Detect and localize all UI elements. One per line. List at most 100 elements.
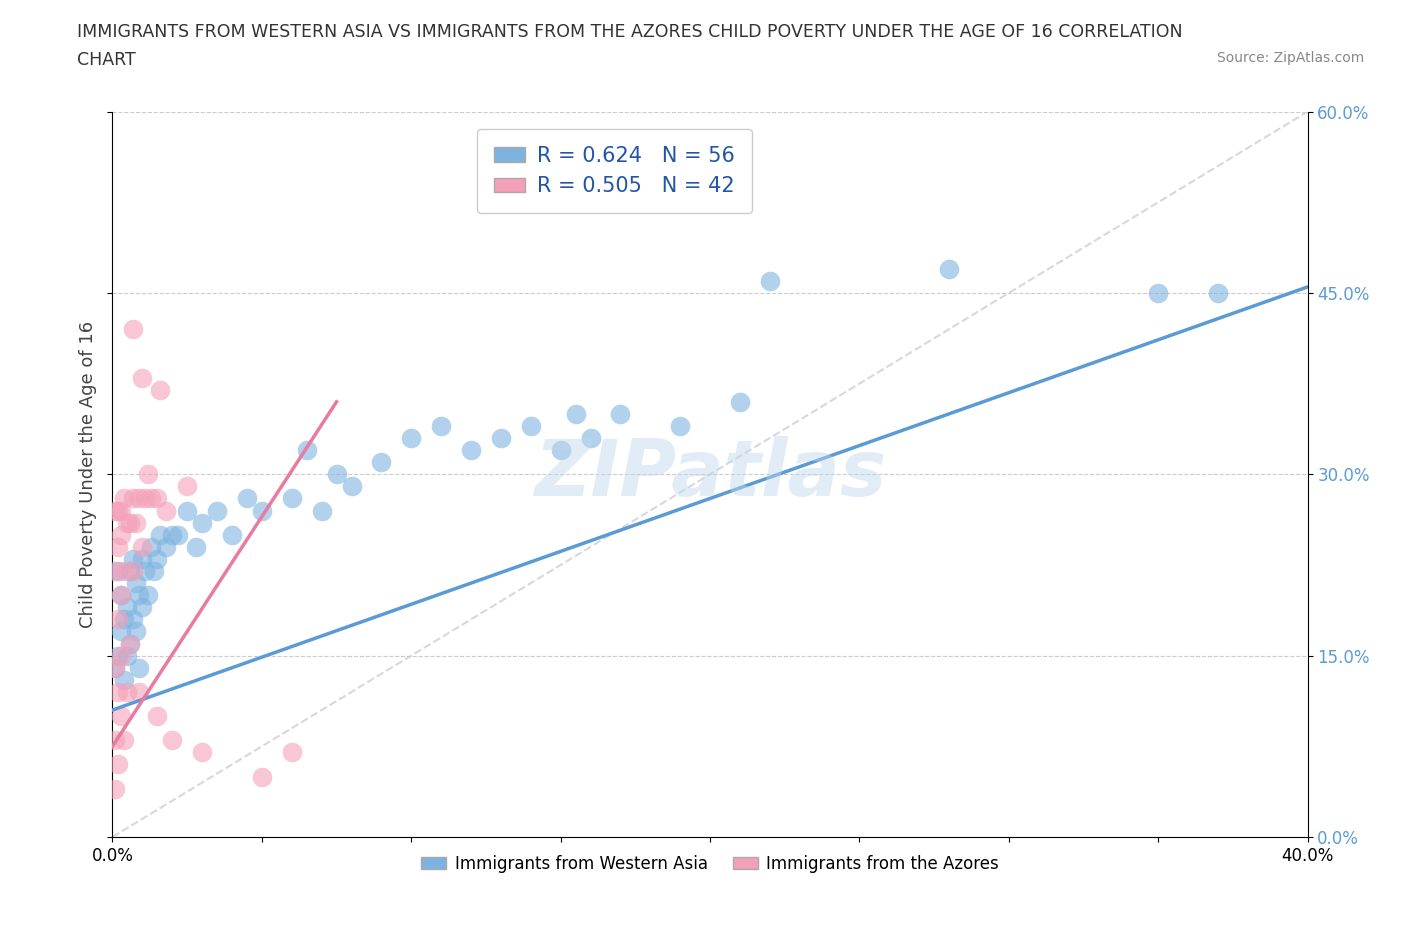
Point xyxy=(1147,286,1170,300)
Point xyxy=(110,503,132,518)
Point xyxy=(110,527,132,542)
Point xyxy=(221,527,243,542)
Point xyxy=(120,636,142,651)
Point xyxy=(155,539,177,554)
Point xyxy=(114,672,135,687)
Point xyxy=(281,745,304,760)
Point xyxy=(609,406,631,421)
Point xyxy=(107,648,129,663)
Point xyxy=(104,660,127,675)
Point xyxy=(141,539,163,554)
Point xyxy=(430,418,453,433)
Point xyxy=(340,479,363,494)
Point xyxy=(401,431,423,445)
Point xyxy=(114,564,135,578)
Point xyxy=(104,564,127,578)
Point xyxy=(149,382,172,397)
Text: ZIPatlas: ZIPatlas xyxy=(534,436,886,512)
Point xyxy=(167,527,190,542)
Point xyxy=(311,503,333,518)
Point xyxy=(191,745,214,760)
Point xyxy=(489,431,512,445)
Point xyxy=(250,503,273,518)
Point xyxy=(295,443,318,458)
Point xyxy=(125,576,148,591)
Point xyxy=(728,394,751,409)
Point xyxy=(114,612,135,627)
Point xyxy=(1206,286,1229,300)
Point xyxy=(117,648,139,663)
Text: Source: ZipAtlas.com: Source: ZipAtlas.com xyxy=(1216,51,1364,65)
Point xyxy=(162,527,183,542)
Point xyxy=(107,539,129,554)
Point xyxy=(128,588,150,603)
Point xyxy=(759,273,782,288)
Legend: Immigrants from Western Asia, Immigrants from the Azores: Immigrants from Western Asia, Immigrants… xyxy=(415,848,1005,880)
Point xyxy=(520,418,543,433)
Point xyxy=(131,370,153,385)
Point xyxy=(120,636,142,651)
Point xyxy=(120,564,142,578)
Point xyxy=(107,564,129,578)
Point xyxy=(669,418,692,433)
Point xyxy=(149,527,172,542)
Point xyxy=(125,624,148,639)
Point xyxy=(138,467,160,482)
Point xyxy=(131,539,153,554)
Point xyxy=(146,491,169,506)
Point xyxy=(122,491,145,506)
Point xyxy=(281,491,304,506)
Point xyxy=(146,709,169,724)
Point xyxy=(186,539,208,554)
Point xyxy=(104,660,127,675)
Point xyxy=(104,781,127,796)
Point xyxy=(107,684,129,699)
Point xyxy=(117,684,139,699)
Point xyxy=(110,709,132,724)
Point xyxy=(236,491,259,506)
Point xyxy=(162,733,183,748)
Point xyxy=(122,564,145,578)
Point xyxy=(128,684,150,699)
Point xyxy=(128,660,150,675)
Point xyxy=(131,551,153,566)
Point xyxy=(146,551,169,566)
Point xyxy=(579,431,602,445)
Point xyxy=(370,455,392,470)
Point xyxy=(122,612,145,627)
Point xyxy=(205,503,228,518)
Point xyxy=(131,600,153,615)
Text: IMMIGRANTS FROM WESTERN ASIA VS IMMIGRANTS FROM THE AZORES CHILD POVERTY UNDER T: IMMIGRANTS FROM WESTERN ASIA VS IMMIGRAN… xyxy=(77,23,1182,41)
Point xyxy=(155,503,177,518)
Point xyxy=(107,503,129,518)
Point xyxy=(110,588,132,603)
Point xyxy=(114,733,135,748)
Point xyxy=(134,491,156,506)
Point xyxy=(122,551,145,566)
Point xyxy=(176,479,198,494)
Point xyxy=(325,467,347,482)
Point xyxy=(138,588,160,603)
Point xyxy=(107,612,129,627)
Point xyxy=(104,733,127,748)
Point xyxy=(176,503,198,518)
Point xyxy=(141,491,163,506)
Point xyxy=(134,564,156,578)
Y-axis label: Child Poverty Under the Age of 16: Child Poverty Under the Age of 16 xyxy=(79,321,97,628)
Point xyxy=(104,503,127,518)
Point xyxy=(250,769,273,784)
Point xyxy=(122,322,145,337)
Point xyxy=(564,406,586,421)
Point xyxy=(191,515,214,530)
Point xyxy=(110,624,132,639)
Point xyxy=(114,491,135,506)
Point xyxy=(117,515,139,530)
Point xyxy=(938,261,960,276)
Point xyxy=(460,443,482,458)
Point xyxy=(143,564,166,578)
Point xyxy=(128,491,150,506)
Point xyxy=(120,515,142,530)
Point xyxy=(110,648,132,663)
Point xyxy=(110,588,132,603)
Text: CHART: CHART xyxy=(77,51,136,69)
